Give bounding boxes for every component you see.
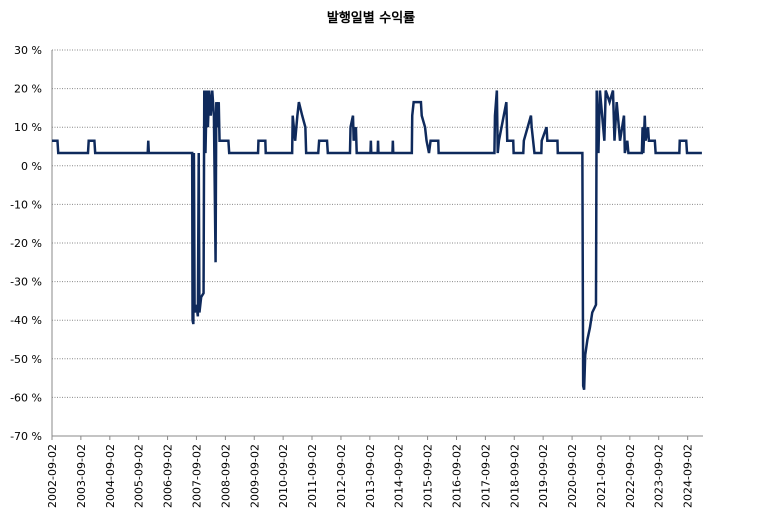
x-tick-label: 2005-09-02 xyxy=(133,444,146,508)
x-tick-label: 2022-09-02 xyxy=(624,444,637,508)
y-tick-label: -50 % xyxy=(10,353,42,366)
y-tick-label: 20 % xyxy=(14,83,42,96)
x-tick-label: 2018-09-02 xyxy=(508,444,521,508)
y-tick-label: -10 % xyxy=(10,198,42,211)
x-tick-label: 2006-09-02 xyxy=(162,444,175,508)
x-tick-label: 2013-09-02 xyxy=(364,444,377,508)
x-tick-label: 2023-09-02 xyxy=(653,444,666,508)
x-tick-label: 2003-09-02 xyxy=(75,444,88,508)
x-tick-label: 2024-09-02 xyxy=(682,444,695,508)
x-tick-label: 2012-09-02 xyxy=(335,444,348,508)
x-tick-label: 2002-09-02 xyxy=(46,444,59,508)
chart-title: 발행일별 수익률 xyxy=(327,10,415,26)
x-tick-label: 2015-09-02 xyxy=(422,444,435,508)
x-tick-label: 2010-09-02 xyxy=(277,444,290,508)
data-line xyxy=(52,90,702,390)
x-tick-label: 2007-09-02 xyxy=(190,444,203,508)
x-tick-label: 2021-09-02 xyxy=(595,444,608,508)
x-tick-label: 2014-09-02 xyxy=(393,444,406,508)
y-tick-label: -60 % xyxy=(10,391,42,404)
y-tick-label: -20 % xyxy=(10,237,42,250)
y-tick-label: -30 % xyxy=(10,276,42,289)
x-tick-label: 2017-09-02 xyxy=(479,444,492,508)
y-tick-label: -40 % xyxy=(10,314,42,327)
x-tick-label: 2011-09-02 xyxy=(306,444,319,508)
x-tick-label: 2016-09-02 xyxy=(451,444,464,508)
x-tick-label: 2008-09-02 xyxy=(219,444,232,508)
x-tick-label: 2019-09-02 xyxy=(537,444,550,508)
y-tick-label: 10 % xyxy=(14,121,42,134)
x-tick-label: 2004-09-02 xyxy=(104,444,117,508)
y-tick-label: 0 % xyxy=(21,160,42,173)
x-tick-label: 2009-09-02 xyxy=(248,444,261,508)
y-tick-label: -70 % xyxy=(10,430,42,443)
x-tick-label: 2020-09-02 xyxy=(566,444,579,508)
y-tick-label: 30 % xyxy=(14,44,42,57)
